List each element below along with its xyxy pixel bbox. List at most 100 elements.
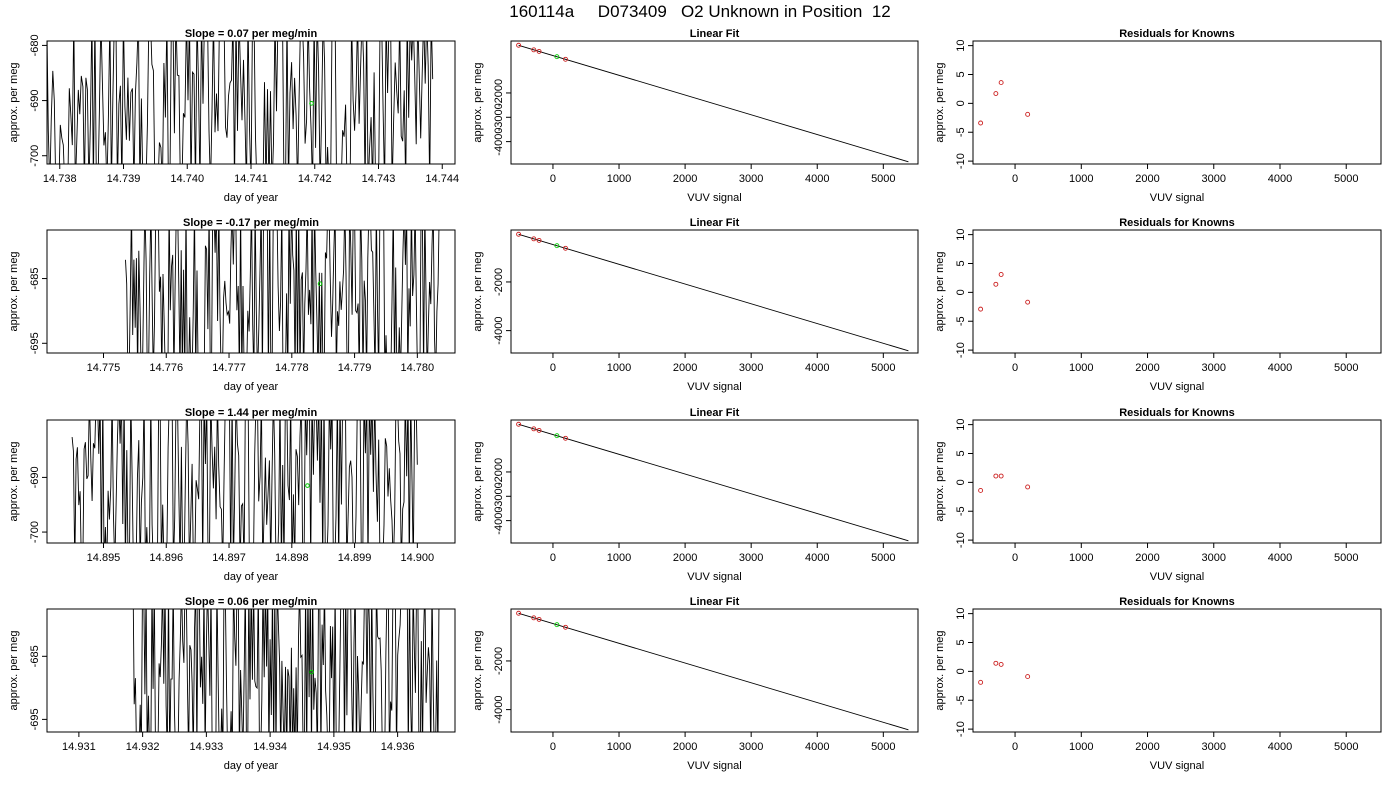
- y-tick-label: 5: [955, 260, 967, 266]
- y-tick-label: -2000: [493, 458, 505, 486]
- panel-title: Linear Fit: [690, 596, 740, 608]
- y-tick-label: -5: [955, 695, 967, 705]
- x-tick-label: 2000: [1135, 173, 1159, 185]
- y-tick-label: -685: [29, 268, 41, 290]
- y-tick-label: -700: [29, 145, 41, 167]
- x-tick-label: 3000: [1202, 552, 1226, 564]
- x-tick-label: 14.897: [212, 552, 246, 564]
- x-axis-label: day of year: [224, 192, 279, 204]
- plot-data: [978, 473, 1031, 493]
- x-tick-label: 3000: [1202, 362, 1226, 374]
- x-tick-label: 14.776: [149, 362, 183, 374]
- x-tick-label: 0: [550, 173, 556, 185]
- panel-10: Slope = 0.06 per meg/min 14.931 14.932 14.9…: [8, 596, 456, 772]
- x-tick-label: 0: [550, 552, 556, 564]
- x-tick-label: 1000: [607, 741, 631, 753]
- plot-data: [47, 41, 434, 164]
- plot-data: [978, 272, 1031, 312]
- plot-box: [46, 608, 456, 733]
- x-tick-label: 5000: [871, 173, 895, 185]
- residual-point: [978, 306, 984, 312]
- panel-title: Linear Fit: [690, 217, 740, 229]
- y-tick-label: -4000: [493, 128, 505, 156]
- y-tick-label: -3000: [493, 103, 505, 131]
- x-tick-label: 14.933: [190, 741, 224, 753]
- x-tick-label: 5000: [1334, 362, 1358, 374]
- residual-point: [998, 473, 1004, 479]
- panel-title: Linear Fit: [690, 28, 740, 40]
- x-tick-label: 5000: [871, 741, 895, 753]
- y-tick-label: 10: [955, 39, 967, 51]
- x-tick-label: 3000: [739, 173, 763, 185]
- y-tick-label: -4000: [493, 507, 505, 535]
- known-point: [536, 616, 542, 622]
- x-tick-label: 3000: [1202, 173, 1226, 185]
- panel-2: Linear Fit 0 1000 2000 3000 4000 5000 VUV signa…: [472, 28, 919, 204]
- plot-data: [71, 420, 418, 543]
- y-tick-label: -685: [29, 645, 41, 667]
- x-tick-label: 14.779: [338, 362, 372, 374]
- y-tick-label: -3000: [493, 482, 505, 510]
- known-point: [536, 48, 542, 54]
- y-tick-label: -680: [29, 34, 41, 56]
- known-point: [531, 236, 537, 242]
- panel-title: Residuals for Knowns: [1119, 28, 1235, 40]
- residual-point: [1025, 111, 1031, 117]
- y-axis-label: approx. per meg: [472, 630, 484, 710]
- y-tick-label: -2000: [493, 647, 505, 675]
- y-tick-label: 0: [955, 289, 967, 295]
- plot-data: [125, 230, 440, 353]
- plot-box: [972, 229, 1382, 354]
- residual-point: [998, 80, 1004, 86]
- fit-line: [518, 423, 909, 542]
- x-tick-label: 3000: [739, 552, 763, 564]
- unknown-point: [309, 669, 314, 675]
- y-tick-label: 0: [955, 479, 967, 485]
- y-tick-label: -700: [29, 521, 41, 543]
- y-tick-label: 0: [955, 668, 967, 674]
- panel-11: Linear Fit 0 1000 2000 3000 4000 5000 VUV signa…: [472, 596, 919, 772]
- data-line: [71, 420, 418, 543]
- y-axis-label: approx. per meg: [934, 441, 946, 521]
- plot-box: [46, 229, 456, 354]
- y-tick-label: 10: [955, 228, 967, 240]
- x-tick-label: 4000: [1268, 173, 1292, 185]
- x-axis-label: day of year: [224, 571, 279, 583]
- y-tick-label: 10: [955, 418, 967, 430]
- panel-title: Slope = -0.17 per meg/min: [183, 217, 319, 229]
- residual-point: [998, 661, 1004, 667]
- residual-point: [1025, 299, 1031, 305]
- residual-point: [993, 91, 999, 96]
- x-tick-label: 14.775: [87, 362, 121, 374]
- x-tick-label: 1000: [607, 173, 631, 185]
- x-tick-label: 14.743: [362, 173, 396, 185]
- y-tick-label: -10: [955, 721, 967, 737]
- plot-box: [46, 419, 456, 544]
- panel-12: Residuals for Knowns 0 1000 2000 3000 4000 500…: [934, 596, 1382, 772]
- residual-point: [998, 272, 1004, 277]
- unknown-point: [309, 101, 314, 106]
- x-tick-label: 14.739: [107, 173, 141, 185]
- figure-title: 160114a D073409 O2 Unknown in Position 1…: [509, 2, 891, 21]
- x-tick-label: 0: [550, 741, 556, 753]
- data-line: [47, 41, 434, 164]
- fit-line: [518, 44, 909, 163]
- x-axis-label: VUV signal: [687, 192, 741, 204]
- x-tick-label: 5000: [1334, 552, 1358, 564]
- x-axis-label: VUV signal: [1150, 381, 1204, 393]
- x-tick-label: 2000: [673, 362, 697, 374]
- y-tick-label: 10: [955, 607, 967, 619]
- fit-line: [518, 233, 909, 352]
- panel-1: Slope = 0.07 per meg/min 14.738 14.739 14.7…: [8, 28, 459, 204]
- plot-box: [972, 608, 1382, 733]
- x-tick-label: 14.932: [126, 741, 160, 753]
- x-tick-label: 2000: [673, 173, 697, 185]
- residual-point: [978, 120, 984, 126]
- plot-box: [972, 40, 1382, 165]
- x-tick-label: 1000: [1069, 173, 1093, 185]
- panel-3: Residuals for Knowns 0 1000 2000 3000 4000 500…: [934, 28, 1382, 204]
- x-tick-label: 2000: [1135, 362, 1159, 374]
- panel-title: Slope = 0.07 per meg/min: [185, 28, 318, 40]
- x-axis-label: VUV signal: [1150, 192, 1204, 204]
